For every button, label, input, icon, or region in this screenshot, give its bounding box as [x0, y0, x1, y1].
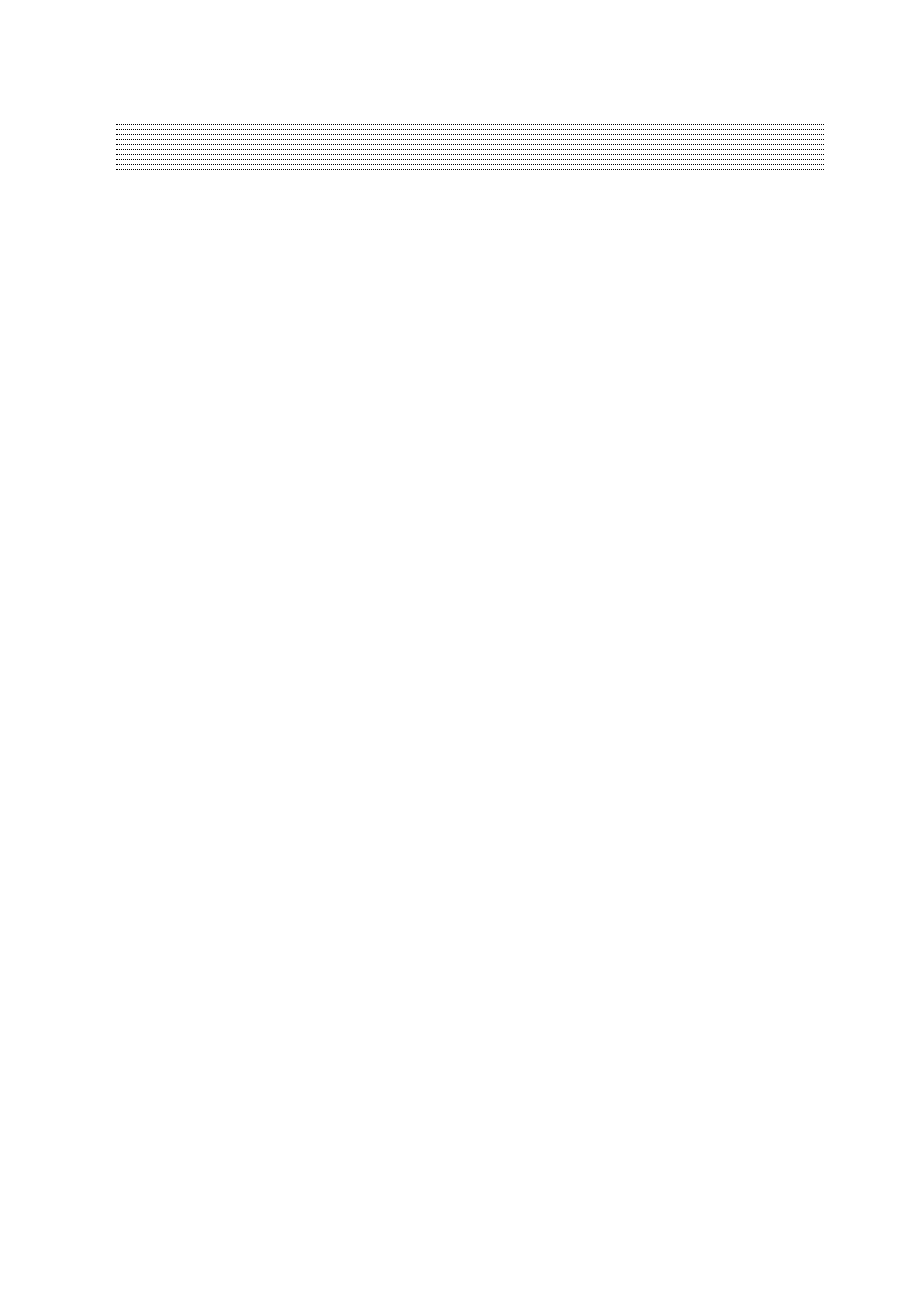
toc-leader-dots — [116, 149, 824, 150]
toc-leader-dots — [116, 134, 824, 135]
toc-leader-dots — [116, 154, 824, 155]
toc-leader-dots — [116, 139, 824, 140]
toc-leader-dots — [116, 129, 824, 130]
toc-leader-dots — [116, 169, 824, 170]
toc-leader-dots — [116, 124, 824, 125]
toc-row — [80, 175, 840, 180]
table-of-contents — [80, 130, 840, 180]
toc-leader-dots — [116, 144, 824, 145]
toc-leader-dots — [116, 164, 824, 165]
toc-leader-dots — [116, 159, 824, 160]
